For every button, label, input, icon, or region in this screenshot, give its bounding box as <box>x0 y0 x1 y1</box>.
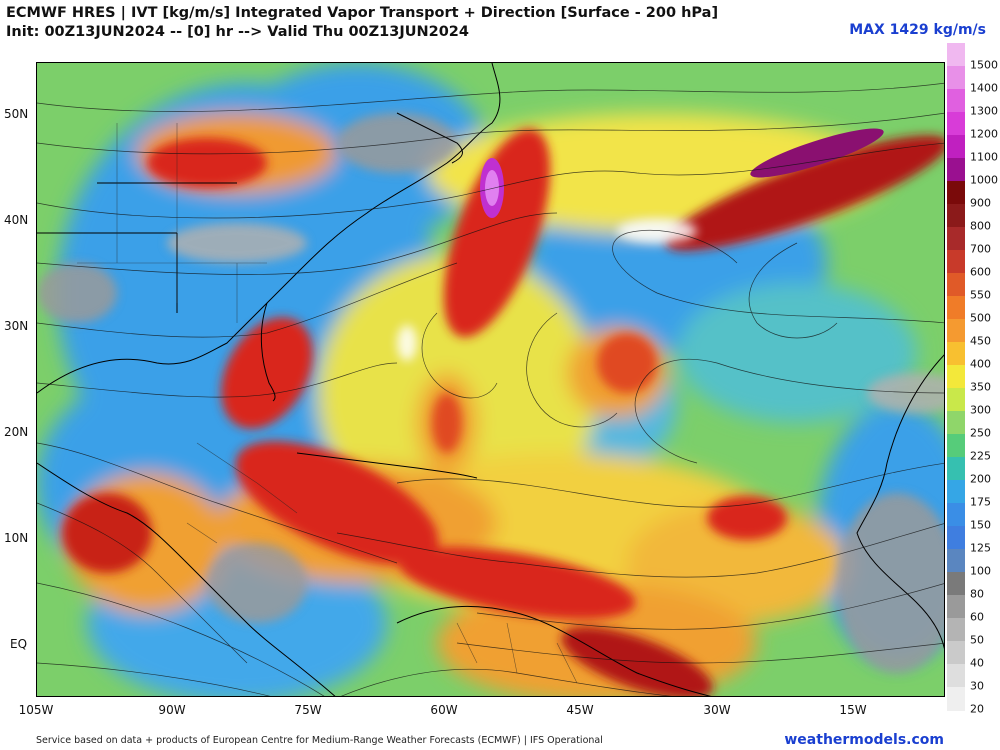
lat-label-50n: 50N <box>4 107 29 121</box>
colorbar-label: 80 <box>970 587 984 601</box>
streamlines <box>37 82 944 696</box>
colorbar-swatch <box>947 595 965 619</box>
colorbar-label: 100 <box>970 564 991 578</box>
colorbar <box>947 43 965 711</box>
colorbar-label: 450 <box>970 334 991 348</box>
title-line-2: Init: 00Z13JUN2024 -- [0] hr --> Valid T… <box>6 24 469 40</box>
colorbar-label: 500 <box>970 311 991 325</box>
colorbar-label: 1400 <box>970 81 998 95</box>
lat-label-20n: 20N <box>4 425 29 439</box>
lon-label-60w: 60W <box>430 703 458 717</box>
colorbar-label: 250 <box>970 426 991 440</box>
ivt-map <box>36 62 945 697</box>
colorbar-swatch <box>947 342 965 366</box>
colorbar-swatch <box>947 664 965 688</box>
colorbar-swatch <box>947 434 965 458</box>
ivt-strong-cores <box>62 128 944 696</box>
low-ivt-gray <box>37 113 944 673</box>
colorbar-label: 200 <box>970 472 991 486</box>
colorbar-label: 550 <box>970 288 991 302</box>
colorbar-swatch <box>947 411 965 435</box>
colorbar-label: 40 <box>970 656 984 670</box>
colorbar-swatch <box>947 388 965 412</box>
colorbar-label: 125 <box>970 541 991 555</box>
colorbar-swatch <box>947 503 965 527</box>
lon-label-45w: 45W <box>566 703 594 717</box>
colorbar-swatch <box>947 204 965 228</box>
colorbar-label: 225 <box>970 449 991 463</box>
colorbar-label: 400 <box>970 357 991 371</box>
ivt-shading <box>37 63 944 696</box>
lon-label-105w: 105W <box>18 703 54 717</box>
colorbar-label: 1100 <box>970 150 998 164</box>
colorbar-label: 175 <box>970 495 991 509</box>
colorbar-swatch <box>947 181 965 205</box>
colorbar-label: 150 <box>970 518 991 532</box>
colorbar-swatch <box>947 641 965 665</box>
colorbar-label: 700 <box>970 242 991 256</box>
brand-link[interactable]: weathermodels.com <box>784 732 944 748</box>
lat-label-10n: 10N <box>4 531 29 545</box>
ivt-extreme-cores <box>480 128 884 218</box>
lat-label-eq: EQ <box>10 637 28 651</box>
colorbar-label: 900 <box>970 196 991 210</box>
lon-label-75w: 75W <box>294 703 322 717</box>
colorbar-swatch <box>947 89 965 113</box>
lon-label-30w: 30W <box>703 703 731 717</box>
colorbar-label: 1500 <box>970 58 998 72</box>
colorbar-swatch <box>947 526 965 550</box>
colorbar-swatch <box>947 112 965 136</box>
ivt-field-svg <box>37 63 944 696</box>
lat-label-40n: 40N <box>4 213 29 227</box>
colorbar-swatch <box>947 158 965 182</box>
colorbar-swatch <box>947 319 965 343</box>
colorbar-swatch <box>947 296 965 320</box>
colorbar-swatch <box>947 457 965 481</box>
colorbar-swatch <box>947 687 965 711</box>
title-line-1: ECMWF HRES | IVT [kg/m/s] Integrated Vap… <box>6 5 719 21</box>
political-borders <box>77 123 578 684</box>
colorbar-swatch <box>947 480 965 504</box>
colorbar-swatch <box>947 135 965 159</box>
colorbar-label: 300 <box>970 403 991 417</box>
chart-title: ECMWF HRES | IVT [kg/m/s] Integrated Vap… <box>6 4 718 42</box>
colorbar-label: 1200 <box>970 127 998 141</box>
credit-footer: Service based on data + products of Euro… <box>36 735 603 746</box>
colorbar-label: 50 <box>970 633 984 647</box>
lon-label-15w: 15W <box>839 703 867 717</box>
colorbar-swatch <box>947 250 965 274</box>
colorbar-swatch <box>947 43 965 67</box>
colorbar-swatch <box>947 549 965 573</box>
colorbar-label: 1000 <box>970 173 998 187</box>
lat-label-30n: 30N <box>4 319 29 333</box>
colorbar-label: 1300 <box>970 104 998 118</box>
colorbar-swatch <box>947 273 965 297</box>
colorbar-label: 30 <box>970 679 984 693</box>
colorbar-label: 350 <box>970 380 991 394</box>
colorbar-swatch <box>947 365 965 389</box>
colorbar-swatch <box>947 227 965 251</box>
max-value-label: MAX 1429 kg/m/s <box>849 22 986 38</box>
colorbar-swatch <box>947 618 965 642</box>
colorbar-label: 800 <box>970 219 991 233</box>
colorbar-label: 600 <box>970 265 991 279</box>
colorbar-swatch <box>947 572 965 596</box>
colorbar-label: 20 <box>970 702 984 716</box>
lon-label-90w: 90W <box>158 703 186 717</box>
colorbar-swatch <box>947 66 965 90</box>
colorbar-label: 60 <box>970 610 984 624</box>
